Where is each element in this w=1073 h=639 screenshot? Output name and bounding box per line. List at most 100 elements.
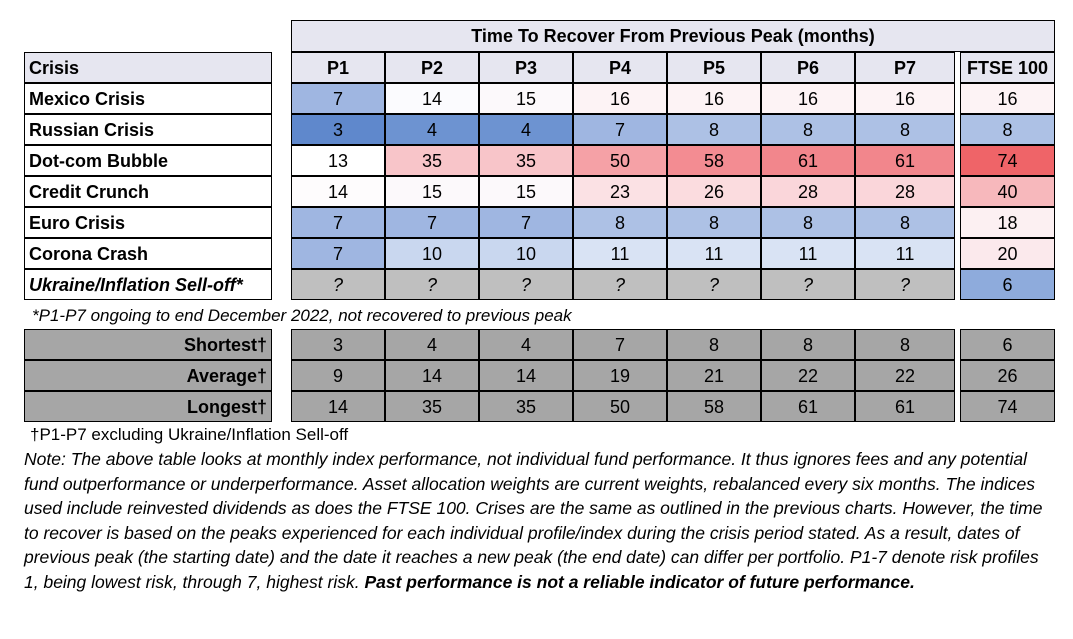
crisis-name: Dot-com Bubble bbox=[24, 145, 272, 176]
summary-cell: 14 bbox=[479, 360, 573, 391]
column-header-p7: P7 bbox=[855, 52, 955, 83]
data-cell: 4 bbox=[385, 114, 479, 145]
data-cell: ? bbox=[761, 269, 855, 300]
data-cell: ? bbox=[385, 269, 479, 300]
summary-cell: 35 bbox=[385, 391, 479, 422]
summary-label: Shortest† bbox=[24, 329, 272, 360]
data-cell: 8 bbox=[855, 207, 955, 238]
data-cell: 11 bbox=[573, 238, 667, 269]
data-cell: 16 bbox=[855, 83, 955, 114]
summary-cell: 74 bbox=[960, 391, 1055, 422]
data-cell: 16 bbox=[761, 83, 855, 114]
data-cell: 13 bbox=[291, 145, 385, 176]
data-cell: 8 bbox=[761, 114, 855, 145]
footnote-excluding: †P1-P7 excluding Ukraine/Inflation Sell-… bbox=[30, 425, 349, 444]
data-cell: 20 bbox=[960, 238, 1055, 269]
summary-cell: 22 bbox=[855, 360, 955, 391]
disclaimer-note: Note: The above table looks at monthly i… bbox=[24, 447, 1054, 595]
summary-cell: 8 bbox=[855, 329, 955, 360]
crisis-name: Credit Crunch bbox=[24, 176, 272, 207]
data-cell: 8 bbox=[573, 207, 667, 238]
data-cell: 7 bbox=[479, 207, 573, 238]
summary-cell: 4 bbox=[479, 329, 573, 360]
data-cell: 7 bbox=[385, 207, 479, 238]
summary-cell: 61 bbox=[855, 391, 955, 422]
data-cell: 50 bbox=[573, 145, 667, 176]
summary-cell: 19 bbox=[573, 360, 667, 391]
note-text: Note: The above table looks at monthly i… bbox=[24, 449, 1043, 592]
summary-cell: 35 bbox=[479, 391, 573, 422]
data-cell: 28 bbox=[761, 176, 855, 207]
summary-cell: 8 bbox=[761, 329, 855, 360]
data-cell: 10 bbox=[385, 238, 479, 269]
data-cell: 8 bbox=[761, 207, 855, 238]
data-cell: ? bbox=[479, 269, 573, 300]
crisis-name: Ukraine/Inflation Sell-off* bbox=[24, 269, 272, 300]
summary-label: Longest† bbox=[24, 391, 272, 422]
crisis-name: Corona Crash bbox=[24, 238, 272, 269]
data-cell: 16 bbox=[573, 83, 667, 114]
data-cell: 4 bbox=[479, 114, 573, 145]
data-cell: 7 bbox=[573, 114, 667, 145]
data-cell: 23 bbox=[573, 176, 667, 207]
summary-cell: 21 bbox=[667, 360, 761, 391]
data-cell: 7 bbox=[291, 83, 385, 114]
data-cell: 74 bbox=[960, 145, 1055, 176]
column-header-p2: P2 bbox=[385, 52, 479, 83]
data-cell: 14 bbox=[291, 176, 385, 207]
data-cell: 16 bbox=[960, 83, 1055, 114]
summary-cell: 4 bbox=[385, 329, 479, 360]
data-cell: 3 bbox=[291, 114, 385, 145]
data-cell: 8 bbox=[667, 114, 761, 145]
data-cell: 15 bbox=[479, 83, 573, 114]
data-cell: ? bbox=[855, 269, 955, 300]
data-cell: 26 bbox=[667, 176, 761, 207]
data-cell: ? bbox=[573, 269, 667, 300]
crisis-name: Euro Crisis bbox=[24, 207, 272, 238]
table-title: Time To Recover From Previous Peak (mont… bbox=[291, 20, 1055, 52]
crisis-name: Mexico Crisis bbox=[24, 83, 272, 114]
data-cell: 28 bbox=[855, 176, 955, 207]
data-cell: 10 bbox=[479, 238, 573, 269]
crisis-column-header: Crisis bbox=[24, 52, 272, 83]
data-cell: 7 bbox=[291, 207, 385, 238]
data-cell: 11 bbox=[761, 238, 855, 269]
summary-cell: 50 bbox=[573, 391, 667, 422]
data-cell: 15 bbox=[479, 176, 573, 207]
data-cell: 8 bbox=[960, 114, 1055, 145]
data-cell: ? bbox=[291, 269, 385, 300]
data-cell: 18 bbox=[960, 207, 1055, 238]
summary-cell: 14 bbox=[385, 360, 479, 391]
column-header-p5: P5 bbox=[667, 52, 761, 83]
summary-cell: 8 bbox=[667, 329, 761, 360]
summary-cell: 3 bbox=[291, 329, 385, 360]
data-cell: 35 bbox=[385, 145, 479, 176]
crisis-name: Russian Crisis bbox=[24, 114, 272, 145]
column-header-p4: P4 bbox=[573, 52, 667, 83]
data-cell: 61 bbox=[855, 145, 955, 176]
data-cell: 16 bbox=[667, 83, 761, 114]
footnote-ongoing: *P1-P7 ongoing to end December 2022, not… bbox=[32, 306, 572, 325]
summary-cell: 61 bbox=[761, 391, 855, 422]
data-cell: ? bbox=[667, 269, 761, 300]
data-cell: 6 bbox=[960, 269, 1055, 300]
data-cell: 15 bbox=[385, 176, 479, 207]
summary-cell: 26 bbox=[960, 360, 1055, 391]
summary-cell: 9 bbox=[291, 360, 385, 391]
column-header-p6: P6 bbox=[761, 52, 855, 83]
data-cell: 8 bbox=[855, 114, 955, 145]
column-header-p3: P3 bbox=[479, 52, 573, 83]
summary-cell: 7 bbox=[573, 329, 667, 360]
data-cell: 11 bbox=[855, 238, 955, 269]
data-cell: 14 bbox=[385, 83, 479, 114]
data-cell: 40 bbox=[960, 176, 1055, 207]
column-header-p1: P1 bbox=[291, 52, 385, 83]
summary-cell: 14 bbox=[291, 391, 385, 422]
note-bold-warning: Past performance is not a reliable indic… bbox=[364, 571, 915, 592]
data-cell: 61 bbox=[761, 145, 855, 176]
column-header-ftse-100: FTSE 100 bbox=[960, 52, 1055, 83]
data-cell: 58 bbox=[667, 145, 761, 176]
data-cell: 35 bbox=[479, 145, 573, 176]
data-cell: 7 bbox=[291, 238, 385, 269]
summary-cell: 6 bbox=[960, 329, 1055, 360]
